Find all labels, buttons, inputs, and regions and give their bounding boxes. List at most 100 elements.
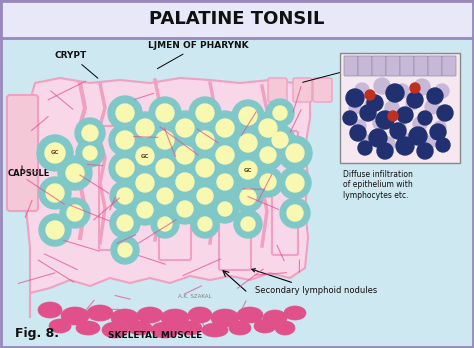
- Ellipse shape: [151, 322, 179, 338]
- Ellipse shape: [275, 321, 295, 335]
- Circle shape: [365, 90, 375, 100]
- FancyBboxPatch shape: [358, 56, 372, 76]
- FancyBboxPatch shape: [414, 56, 428, 76]
- Ellipse shape: [76, 321, 100, 335]
- Circle shape: [196, 104, 214, 122]
- Circle shape: [150, 181, 180, 211]
- Circle shape: [67, 205, 83, 221]
- Circle shape: [111, 236, 139, 264]
- Circle shape: [280, 198, 310, 228]
- Text: SKELETAL MUSCLE: SKELETAL MUSCLE: [108, 332, 202, 340]
- Circle shape: [39, 177, 71, 209]
- Circle shape: [434, 121, 446, 133]
- Circle shape: [108, 96, 142, 130]
- Circle shape: [58, 156, 92, 190]
- Circle shape: [233, 182, 263, 212]
- Circle shape: [60, 198, 90, 228]
- Ellipse shape: [49, 319, 71, 333]
- Circle shape: [241, 217, 255, 231]
- Circle shape: [217, 174, 233, 190]
- Circle shape: [109, 152, 141, 184]
- Circle shape: [377, 143, 393, 159]
- Circle shape: [260, 147, 276, 163]
- Circle shape: [402, 134, 414, 146]
- Circle shape: [116, 159, 134, 177]
- Circle shape: [157, 188, 173, 204]
- Circle shape: [110, 208, 140, 238]
- Circle shape: [75, 118, 105, 148]
- Circle shape: [410, 83, 420, 93]
- Text: Diffuse infiltration
of epithelium with
lymphocytes etc.: Diffuse infiltration of epithelium with …: [343, 170, 413, 200]
- Circle shape: [365, 98, 379, 112]
- Ellipse shape: [102, 322, 128, 338]
- Circle shape: [118, 243, 132, 257]
- Circle shape: [435, 84, 449, 98]
- Text: GC: GC: [141, 153, 149, 158]
- Circle shape: [234, 210, 262, 238]
- Circle shape: [265, 125, 295, 155]
- Circle shape: [349, 102, 361, 114]
- Circle shape: [117, 188, 133, 204]
- Circle shape: [45, 143, 65, 163]
- FancyBboxPatch shape: [272, 131, 298, 255]
- Circle shape: [381, 137, 395, 151]
- Circle shape: [136, 119, 154, 137]
- Circle shape: [129, 167, 161, 199]
- Text: PALATINE TONSIL: PALATINE TONSIL: [149, 10, 325, 28]
- Text: A.K. SZAKAL: A.K. SZAKAL: [178, 293, 212, 299]
- Ellipse shape: [237, 307, 263, 323]
- Circle shape: [39, 214, 71, 246]
- Ellipse shape: [263, 310, 287, 326]
- Circle shape: [76, 139, 104, 167]
- Circle shape: [130, 195, 160, 225]
- Circle shape: [116, 104, 134, 122]
- Circle shape: [198, 217, 212, 231]
- Circle shape: [128, 139, 162, 173]
- FancyBboxPatch shape: [293, 78, 312, 102]
- Circle shape: [394, 122, 406, 134]
- Circle shape: [209, 139, 241, 171]
- Text: GC: GC: [244, 167, 252, 173]
- Circle shape: [170, 194, 200, 224]
- Circle shape: [176, 173, 194, 191]
- Circle shape: [218, 202, 232, 216]
- Circle shape: [239, 161, 257, 179]
- Circle shape: [437, 105, 453, 121]
- FancyBboxPatch shape: [219, 136, 251, 270]
- FancyBboxPatch shape: [372, 56, 386, 76]
- FancyBboxPatch shape: [268, 78, 287, 102]
- Circle shape: [239, 134, 257, 152]
- Circle shape: [136, 174, 154, 192]
- Circle shape: [260, 174, 276, 190]
- Ellipse shape: [202, 323, 228, 337]
- Circle shape: [354, 120, 366, 132]
- Text: Secondary lymphoid nodules: Secondary lymphoid nodules: [252, 269, 377, 295]
- Circle shape: [117, 215, 133, 231]
- Circle shape: [116, 131, 134, 149]
- Ellipse shape: [38, 302, 62, 318]
- Circle shape: [421, 136, 435, 150]
- Circle shape: [177, 201, 193, 217]
- Circle shape: [355, 83, 369, 97]
- Text: CAPSULE: CAPSULE: [8, 168, 50, 177]
- Circle shape: [388, 111, 398, 121]
- FancyBboxPatch shape: [340, 53, 460, 163]
- Circle shape: [216, 146, 234, 164]
- FancyBboxPatch shape: [0, 0, 474, 38]
- Circle shape: [350, 125, 366, 141]
- Circle shape: [197, 188, 213, 204]
- Circle shape: [210, 167, 240, 197]
- Circle shape: [279, 167, 311, 199]
- Circle shape: [190, 181, 220, 211]
- Circle shape: [232, 154, 264, 186]
- Circle shape: [82, 125, 98, 141]
- Circle shape: [253, 140, 283, 170]
- Text: GC: GC: [51, 150, 59, 156]
- Text: Fig. 8.: Fig. 8.: [15, 326, 59, 340]
- Circle shape: [385, 101, 399, 115]
- Circle shape: [46, 184, 64, 202]
- Circle shape: [427, 88, 443, 104]
- Circle shape: [386, 84, 404, 102]
- Circle shape: [286, 144, 304, 162]
- Circle shape: [407, 92, 423, 108]
